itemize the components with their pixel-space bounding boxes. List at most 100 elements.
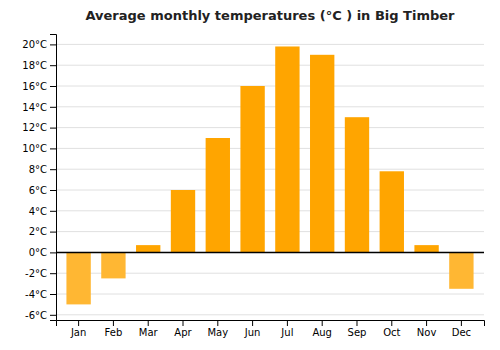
y-tick-mark bbox=[50, 232, 56, 233]
x-tick: Mar bbox=[139, 320, 159, 338]
x-tick-mark bbox=[78, 320, 79, 326]
x-tick-label: Feb bbox=[105, 327, 123, 338]
y-tick-label: 8°C bbox=[29, 164, 47, 175]
bar bbox=[101, 252, 125, 278]
y-tick-mark bbox=[50, 86, 56, 87]
x-tick-mark bbox=[461, 320, 462, 326]
grid-line bbox=[56, 148, 484, 149]
y-tick-mark bbox=[50, 211, 56, 212]
y-tick-label: 16°C bbox=[22, 81, 47, 92]
x-tick-label: Aug bbox=[312, 327, 332, 338]
y-tick-mark bbox=[50, 273, 56, 274]
y-tick: 20°C bbox=[22, 39, 56, 50]
y-tick-label: -4°C bbox=[25, 289, 47, 300]
x-tick: Dec bbox=[452, 320, 471, 338]
y-tick-label: 12°C bbox=[22, 122, 47, 133]
y-tick-mark bbox=[50, 252, 56, 253]
bars bbox=[66, 46, 473, 304]
y-tick-label: 6°C bbox=[29, 185, 47, 196]
y-axis-line bbox=[50, 35, 57, 321]
x-axis: Jan Feb Mar Apr May Jun Jul Aug Sep Oct Nov Dec bbox=[57, 320, 485, 338]
y-tick-label: 14°C bbox=[22, 102, 47, 113]
x-tick-mark bbox=[217, 320, 218, 326]
x-tick: Oct bbox=[383, 320, 400, 338]
grid-line bbox=[56, 127, 484, 128]
x-tick-mark bbox=[426, 320, 427, 326]
bar bbox=[66, 252, 90, 304]
x-tick-label: Jun bbox=[244, 327, 261, 338]
y-tick-mark bbox=[50, 294, 56, 295]
grid-line bbox=[56, 231, 484, 232]
x-tick-mark bbox=[391, 320, 392, 326]
bar bbox=[345, 117, 369, 252]
y-tick: -4°C bbox=[25, 289, 56, 300]
y-tick-mark bbox=[50, 107, 56, 108]
x-tick-label: May bbox=[207, 327, 228, 338]
y-tick: -6°C bbox=[25, 310, 56, 321]
x-tick-label: Dec bbox=[452, 327, 471, 338]
bar bbox=[136, 245, 160, 252]
y-tick-label: 2°C bbox=[29, 226, 47, 237]
y-tick-label: 4°C bbox=[29, 206, 47, 217]
x-tick-mark bbox=[148, 320, 149, 326]
y-tick-label: 18°C bbox=[22, 60, 47, 71]
zero-line bbox=[56, 252, 484, 254]
grid-line bbox=[56, 86, 484, 87]
y-tick: 12°C bbox=[22, 122, 56, 133]
x-tick: Aug bbox=[312, 320, 332, 338]
y-tick-label: 20°C bbox=[22, 39, 47, 50]
y-tick: 6°C bbox=[29, 185, 56, 196]
title: Average monthly temperatures (°C ) in Bi… bbox=[85, 8, 455, 23]
x-tick: Jun bbox=[244, 320, 261, 338]
x-tick: Sep bbox=[348, 320, 367, 338]
bar bbox=[171, 190, 195, 252]
y-tick: -2°C bbox=[25, 268, 56, 279]
bar bbox=[449, 252, 473, 288]
bar bbox=[414, 245, 438, 252]
x-tick-label: Nov bbox=[417, 327, 437, 338]
grid-line bbox=[56, 190, 484, 191]
x-tick-label: Jul bbox=[280, 327, 293, 338]
x-tick-label: Oct bbox=[383, 327, 400, 338]
x-tick-mark bbox=[252, 320, 253, 326]
bar bbox=[240, 86, 264, 252]
x-tick: Feb bbox=[105, 320, 123, 338]
y-tick: 8°C bbox=[29, 164, 56, 175]
bar bbox=[310, 55, 334, 253]
x-tick: Jan bbox=[70, 320, 86, 338]
x-tick-mark bbox=[322, 320, 323, 326]
y-tick-mark bbox=[50, 148, 56, 149]
bar bbox=[275, 46, 299, 252]
x-tick-label: Mar bbox=[139, 327, 159, 338]
grid-line bbox=[56, 65, 484, 66]
y-tick: 10°C bbox=[22, 143, 56, 154]
y-tick-mark bbox=[50, 128, 56, 129]
y-tick-mark bbox=[50, 65, 56, 66]
grid-line bbox=[56, 252, 484, 253]
y-tick-mark bbox=[50, 169, 56, 170]
y-tick: 4°C bbox=[29, 206, 56, 217]
x-tick-mark bbox=[356, 320, 357, 326]
y-tick-mark bbox=[50, 315, 56, 316]
grid-line bbox=[56, 210, 484, 211]
y-tick-label: 10°C bbox=[22, 143, 47, 154]
x-tick: Apr bbox=[174, 320, 192, 338]
y-tick: 2°C bbox=[29, 226, 56, 237]
y-tick-mark bbox=[50, 44, 56, 45]
y-tick-label: 0°C bbox=[29, 247, 47, 258]
grid-line bbox=[56, 106, 484, 107]
grid-line bbox=[56, 44, 484, 45]
y-axis: -6°C -4°C -2°C 0°C 2°C 4°C 6°C 8°C 10°C 12°C 14°C 1… bbox=[22, 35, 56, 321]
x-axis-line bbox=[57, 321, 485, 327]
x-tick: Jul bbox=[280, 320, 293, 338]
y-tick: 14°C bbox=[22, 102, 56, 113]
y-tick-label: -6°C bbox=[25, 310, 47, 321]
x-tick-label: Jan bbox=[70, 327, 86, 338]
bar bbox=[206, 138, 230, 252]
chart-svg: -6°C -4°C -2°C 0°C 2°C 4°C 6°C 8°C 10°C 12°C 14°C 1… bbox=[0, 0, 500, 350]
x-tick: Nov bbox=[417, 320, 437, 338]
x-tick-label: Sep bbox=[348, 327, 367, 338]
grid-line bbox=[56, 314, 484, 315]
y-tick-mark bbox=[50, 190, 56, 191]
x-tick: May bbox=[207, 320, 228, 338]
